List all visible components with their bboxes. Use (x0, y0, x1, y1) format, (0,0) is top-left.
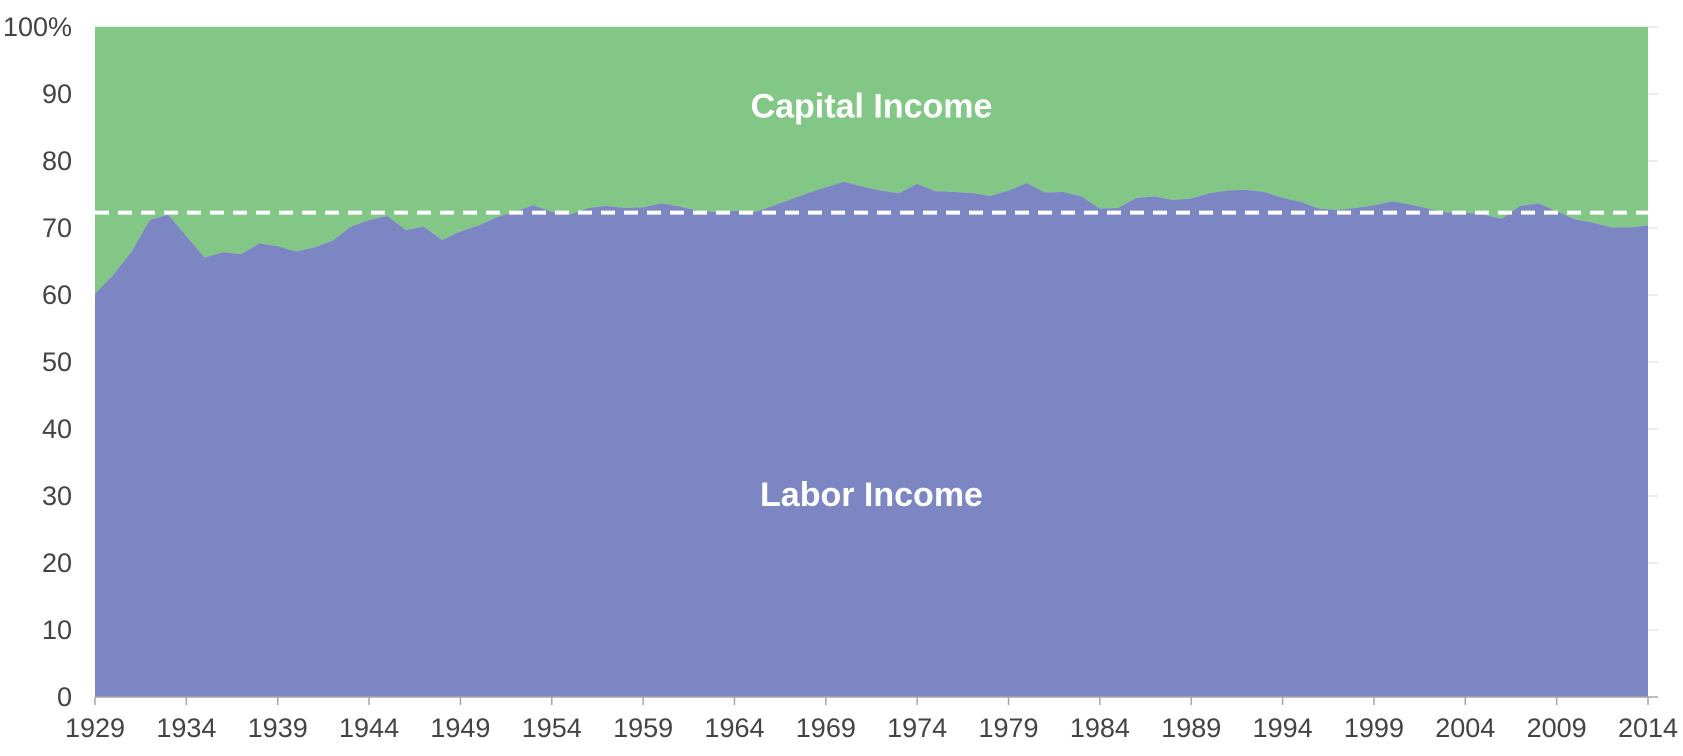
x-tick-label: 1974 (887, 713, 947, 743)
y-tick-label: 50 (42, 347, 72, 377)
y-tick-label: 60 (42, 280, 72, 310)
y-tick-label: 100% (3, 12, 72, 42)
y-tick-label: 80 (42, 146, 72, 176)
x-tick-label: 1969 (796, 713, 856, 743)
x-tick-label: 1944 (339, 713, 399, 743)
x-tick-label: 1949 (430, 713, 490, 743)
y-tick-label: 40 (42, 414, 72, 444)
y-tick-label: 10 (42, 615, 72, 645)
y-tick-label: 90 (42, 79, 72, 109)
x-tick-label: 1954 (522, 713, 582, 743)
x-tick-label: 1989 (1161, 713, 1221, 743)
x-tick-label: 1999 (1344, 713, 1404, 743)
y-tick-label: 0 (57, 682, 72, 712)
x-tick-label: 2004 (1435, 713, 1495, 743)
labor-income-area (95, 181, 1648, 697)
x-tick-label: 1984 (1070, 713, 1130, 743)
y-axis-ticks: 0 10 20 30 40 50 60 70 80 90 100% (3, 12, 72, 712)
x-tick-label: 1994 (1253, 713, 1313, 743)
x-tick-label: 1964 (704, 713, 764, 743)
x-tick-label: 1939 (248, 713, 308, 743)
x-tick-label: 1929 (65, 713, 125, 743)
x-tick-label: 1979 (978, 713, 1038, 743)
x-axis-ticks: 1929 1934 1939 1944 1949 1954 1959 1964 1969 1974… (65, 697, 1678, 743)
y-tick-label: 30 (42, 481, 72, 511)
area-layer (95, 27, 1648, 697)
x-tick-label: 1959 (613, 713, 673, 743)
capital-income-label: Capital Income (751, 87, 993, 125)
x-tick-label: 2009 (1527, 713, 1587, 743)
labor-income-label: Labor Income (760, 476, 983, 514)
x-tick-label: 2014 (1618, 713, 1678, 743)
capital-income-area (95, 27, 1648, 294)
x-tick-label: 1934 (156, 713, 216, 743)
y-tick-label: 20 (42, 548, 72, 578)
y-tick-label: 70 (42, 213, 72, 243)
